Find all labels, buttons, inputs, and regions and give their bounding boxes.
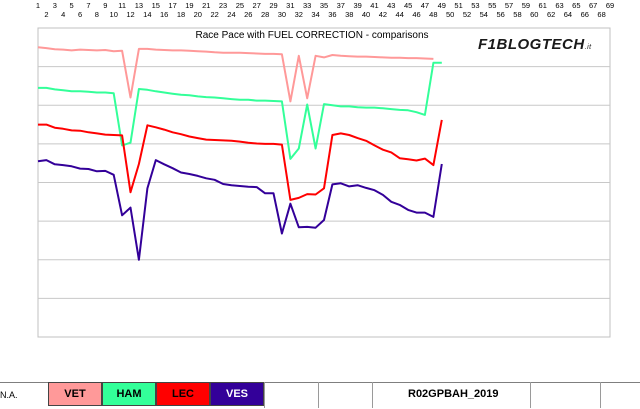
x-tick-label: 40 xyxy=(362,10,370,19)
x-tick-label: 64 xyxy=(564,10,572,19)
legend-divider xyxy=(318,382,319,408)
x-tick-label: 49 xyxy=(438,1,446,10)
x-tick-label: 57 xyxy=(505,1,513,10)
x-tick-label: 3 xyxy=(53,1,57,10)
x-tick-label: 29 xyxy=(269,1,277,10)
x-tick-label: 51 xyxy=(454,1,462,10)
x-tick-label: 36 xyxy=(328,10,336,19)
x-tick-label: 62 xyxy=(547,10,555,19)
x-tick-label: 59 xyxy=(522,1,530,10)
legend-divider xyxy=(600,382,601,408)
legend-item-vet: VET xyxy=(48,382,102,406)
x-tick-label: 9 xyxy=(103,1,107,10)
x-tick-label: 42 xyxy=(379,10,387,19)
legend-bar xyxy=(0,382,640,409)
legend-divider xyxy=(372,382,373,408)
x-tick-label: 31 xyxy=(286,1,294,10)
x-tick-label: 32 xyxy=(295,10,303,19)
x-tick-label: 56 xyxy=(496,10,504,19)
x-tick-label: 41 xyxy=(370,1,378,10)
x-tick-label: 43 xyxy=(387,1,395,10)
x-tick-label: 26 xyxy=(244,10,252,19)
x-tick-label: 19 xyxy=(185,1,193,10)
x-tick-label: 13 xyxy=(135,1,143,10)
x-tick-label: 15 xyxy=(152,1,160,10)
x-tick-label: 39 xyxy=(353,1,361,10)
x-tick-label: 45 xyxy=(404,1,412,10)
x-tick-label: 27 xyxy=(253,1,261,10)
legend-divider xyxy=(530,382,531,408)
x-tick-label: 17 xyxy=(168,1,176,10)
x-tick-label: 28 xyxy=(261,10,269,19)
legend-item-ham: HAM xyxy=(102,382,156,406)
series-line-ham xyxy=(38,61,442,160)
x-tick-label: 44 xyxy=(396,10,404,19)
x-tick-label: 69 xyxy=(606,1,614,10)
x-tick-label: 6 xyxy=(78,10,82,19)
series-line-lec xyxy=(38,119,443,201)
x-tick-label: 34 xyxy=(311,10,319,19)
x-tick-label: 67 xyxy=(589,1,597,10)
x-tick-label: 25 xyxy=(236,1,244,10)
x-tick-label: 16 xyxy=(160,10,168,19)
x-tick-label: 63 xyxy=(555,1,563,10)
x-tick-label: 1 xyxy=(36,1,40,10)
x-tick-label: 37 xyxy=(337,1,345,10)
x-tick-label: 50 xyxy=(446,10,454,19)
x-tick-label: 21 xyxy=(202,1,210,10)
chart-title: Race Pace with FUEL CORRECTION - compari… xyxy=(195,30,428,41)
x-tick-label: 35 xyxy=(320,1,328,10)
x-tick-label: 14 xyxy=(143,10,151,19)
x-tick-label: 11 xyxy=(118,1,126,10)
x-tick-label: 18 xyxy=(177,10,185,19)
x-tick-label: 38 xyxy=(345,10,353,19)
legend-divider xyxy=(264,382,265,408)
x-tick-label: 55 xyxy=(488,1,496,10)
x-tick-label: 54 xyxy=(480,10,488,19)
x-tick-label: 5 xyxy=(70,1,74,10)
x-tick-label: 47 xyxy=(421,1,429,10)
x-tick-label: 23 xyxy=(219,1,227,10)
x-tick-label: 10 xyxy=(110,10,118,19)
x-tick-label: 52 xyxy=(463,10,471,19)
legend-item-lec: LEC xyxy=(156,382,210,406)
x-tick-label: 60 xyxy=(530,10,538,19)
x-tick-label: 20 xyxy=(194,10,202,19)
x-tick-label: 58 xyxy=(513,10,521,19)
x-tick-label: 53 xyxy=(471,1,479,10)
series-line-ves xyxy=(37,159,443,261)
series-line-vet xyxy=(37,46,434,103)
x-tick-label: 12 xyxy=(126,10,134,19)
x-tick-label: 2 xyxy=(44,10,48,19)
x-tick-label: 22 xyxy=(210,10,218,19)
x-tick-label: 48 xyxy=(429,10,437,19)
x-tick-label: 33 xyxy=(303,1,311,10)
x-tick-label: 7 xyxy=(86,1,90,10)
brand-logo: F1BLOGTECH.it xyxy=(478,36,592,53)
x-tick-label: 4 xyxy=(61,10,65,19)
x-tick-label: 30 xyxy=(278,10,286,19)
x-tick-label: 8 xyxy=(95,10,99,19)
x-tick-label: 24 xyxy=(227,10,235,19)
x-tick-label: 61 xyxy=(539,1,547,10)
x-tick-label: 68 xyxy=(597,10,605,19)
race-id-label: R02GPBAH_2019 xyxy=(408,388,499,400)
x-tick-label: 65 xyxy=(572,1,580,10)
row-label: N.A. xyxy=(0,390,18,400)
x-tick-label: 66 xyxy=(581,10,589,19)
x-tick-label: 46 xyxy=(412,10,420,19)
legend-item-ves: VES xyxy=(210,382,264,406)
